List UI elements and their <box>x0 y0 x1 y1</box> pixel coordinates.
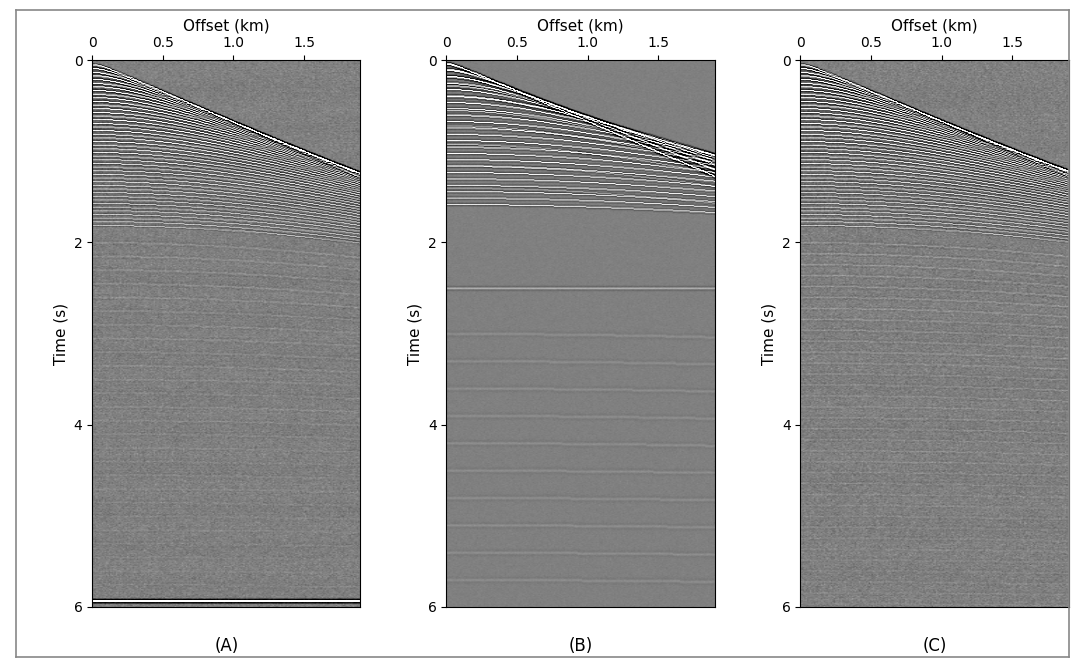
Y-axis label: Time (s): Time (s) <box>762 302 776 365</box>
Y-axis label: Time (s): Time (s) <box>53 302 68 365</box>
Y-axis label: Time (s): Time (s) <box>407 302 422 365</box>
X-axis label: Offset (km): Offset (km) <box>891 19 978 34</box>
X-axis label: Offset (km): Offset (km) <box>183 19 270 34</box>
Text: (A): (A) <box>214 637 239 655</box>
X-axis label: Offset (km): Offset (km) <box>537 19 624 34</box>
Text: (C): (C) <box>922 637 947 655</box>
Text: (B): (B) <box>569 637 592 655</box>
